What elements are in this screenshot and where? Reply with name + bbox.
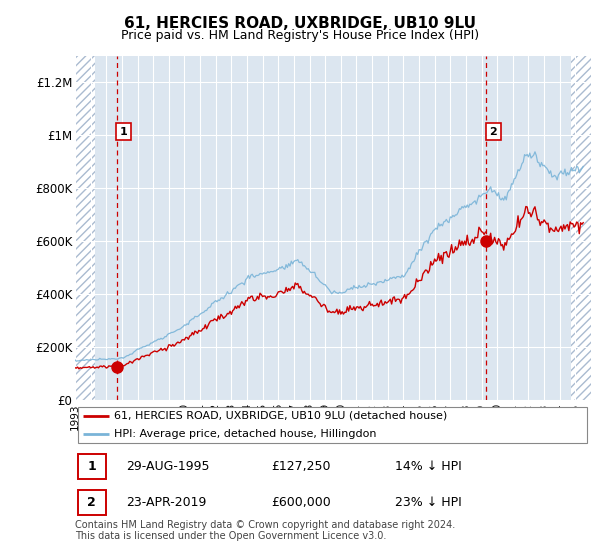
Text: 2: 2 [490,127,497,137]
FancyBboxPatch shape [77,490,106,515]
Text: 29-AUG-1995: 29-AUG-1995 [127,460,210,473]
FancyBboxPatch shape [77,454,106,479]
Text: 1: 1 [120,127,127,137]
Text: 23% ↓ HPI: 23% ↓ HPI [395,496,461,509]
Text: £600,000: £600,000 [271,496,331,509]
Text: 14% ↓ HPI: 14% ↓ HPI [395,460,461,473]
FancyBboxPatch shape [77,407,587,443]
Text: 61, HERCIES ROAD, UXBRIDGE, UB10 9LU (detached house): 61, HERCIES ROAD, UXBRIDGE, UB10 9LU (de… [114,411,447,421]
Text: Contains HM Land Registry data © Crown copyright and database right 2024.
This d: Contains HM Land Registry data © Crown c… [75,520,455,542]
Text: HPI: Average price, detached house, Hillingdon: HPI: Average price, detached house, Hill… [114,430,376,439]
Text: £127,250: £127,250 [271,460,331,473]
Text: 1: 1 [87,460,96,473]
Text: 23-APR-2019: 23-APR-2019 [127,496,207,509]
Text: Price paid vs. HM Land Registry's House Price Index (HPI): Price paid vs. HM Land Registry's House … [121,29,479,42]
Text: 61, HERCIES ROAD, UXBRIDGE, UB10 9LU: 61, HERCIES ROAD, UXBRIDGE, UB10 9LU [124,16,476,31]
Text: 2: 2 [87,496,96,509]
